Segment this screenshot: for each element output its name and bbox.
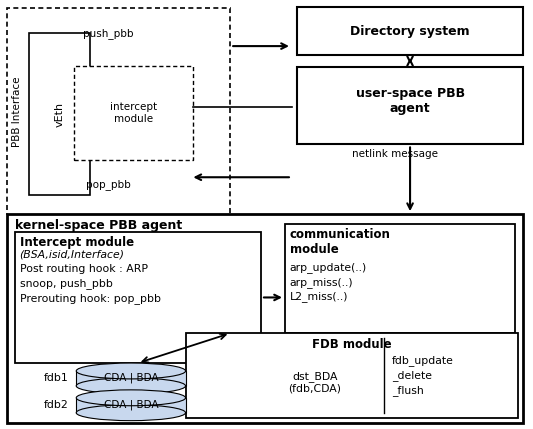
Ellipse shape (76, 378, 185, 394)
Ellipse shape (76, 390, 185, 406)
Text: push_pbb: push_pbb (83, 28, 134, 39)
Text: pop_pbb: pop_pbb (86, 179, 131, 190)
Text: intercept
module: intercept module (110, 103, 157, 124)
Bar (7, 8, 230, 215)
FancyBboxPatch shape (14, 232, 261, 363)
FancyBboxPatch shape (7, 214, 523, 423)
FancyBboxPatch shape (29, 33, 90, 195)
Bar (76, 398, 185, 413)
Text: (BSA,isid,Interface): (BSA,isid,Interface) (20, 250, 125, 260)
Text: snoop, push_pbb: snoop, push_pbb (20, 278, 112, 290)
Text: communication
module: communication module (290, 228, 391, 256)
Text: kernel-space PBB agent: kernel-space PBB agent (14, 219, 182, 232)
Text: L2_miss(..): L2_miss(..) (290, 291, 349, 302)
Text: dst_BDA
(fdb,CDA): dst_BDA (fdb,CDA) (288, 371, 341, 393)
Ellipse shape (76, 405, 185, 421)
Text: Prerouting hook: pop_pbb: Prerouting hook: pop_pbb (20, 293, 160, 305)
Text: PBB Interface: PBB Interface (12, 76, 22, 147)
Text: Post routing hook : ARP: Post routing hook : ARP (20, 264, 148, 274)
Text: fdb1: fdb1 (44, 373, 68, 384)
Text: Intercept module: Intercept module (20, 236, 134, 249)
Text: netlink message: netlink message (352, 149, 438, 159)
Text: _flush: _flush (392, 385, 424, 396)
Text: arp_miss(..): arp_miss(..) (290, 277, 353, 287)
Text: FDB module: FDB module (312, 338, 392, 351)
Text: Directory system: Directory system (350, 25, 470, 38)
Bar (76, 371, 185, 386)
Text: user-space PBB
agent: user-space PBB agent (356, 87, 465, 115)
Text: vEth: vEth (54, 102, 64, 127)
FancyBboxPatch shape (185, 333, 519, 418)
Text: _delete: _delete (392, 370, 432, 381)
FancyBboxPatch shape (297, 7, 523, 55)
Text: fdb_update: fdb_update (392, 355, 454, 366)
Text: fdb2: fdb2 (44, 400, 68, 410)
FancyBboxPatch shape (297, 67, 523, 145)
Bar (74, 66, 193, 160)
Ellipse shape (76, 363, 185, 379)
FancyBboxPatch shape (285, 224, 515, 333)
Text: CDA | BDA: CDA | BDA (103, 399, 158, 410)
Text: CDA | BDA: CDA | BDA (103, 372, 158, 383)
Text: arp_update(..): arp_update(..) (290, 262, 367, 272)
